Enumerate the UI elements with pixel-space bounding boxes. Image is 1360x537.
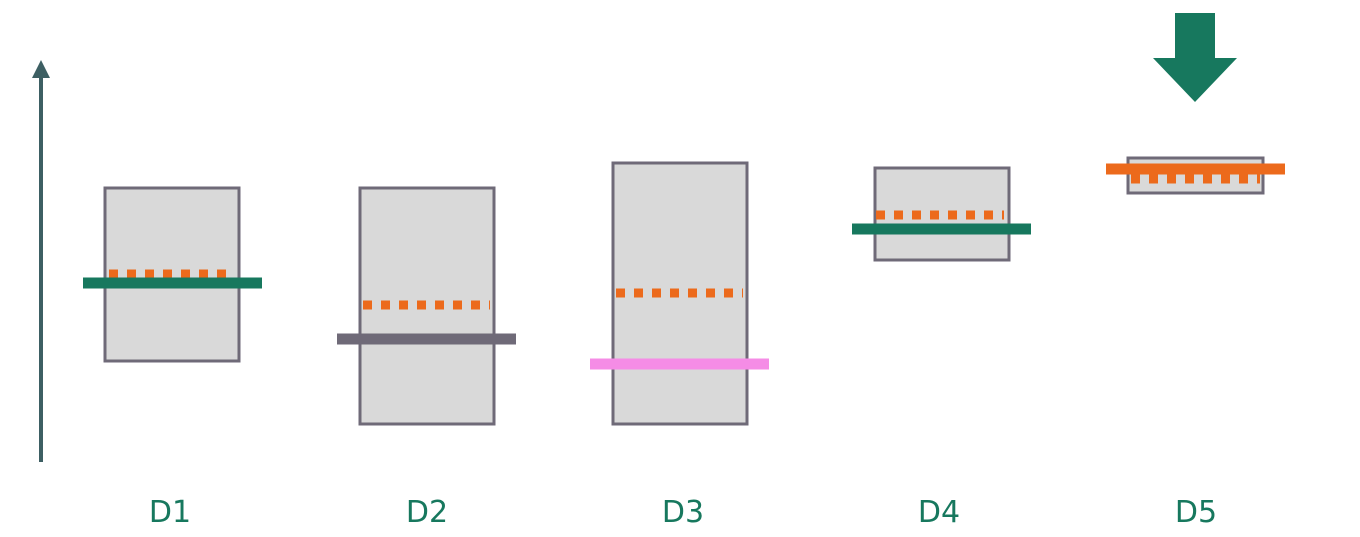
d5-label: D5 — [1175, 495, 1217, 530]
column-d1: D1 — [83, 186, 262, 530]
d2-label: D2 — [406, 495, 448, 530]
vertical-axis-up-arrow-icon — [32, 60, 50, 462]
d3-label: D3 — [662, 495, 704, 530]
column-d3: D3 — [590, 161, 769, 530]
down-arrow-icon — [1153, 13, 1237, 102]
d1-label: D1 — [149, 495, 191, 530]
column-d5: D5 — [1106, 13, 1285, 530]
column-d2: D2 — [337, 186, 516, 530]
column-d4: D4 — [852, 166, 1031, 530]
d4-label: D4 — [918, 495, 960, 530]
